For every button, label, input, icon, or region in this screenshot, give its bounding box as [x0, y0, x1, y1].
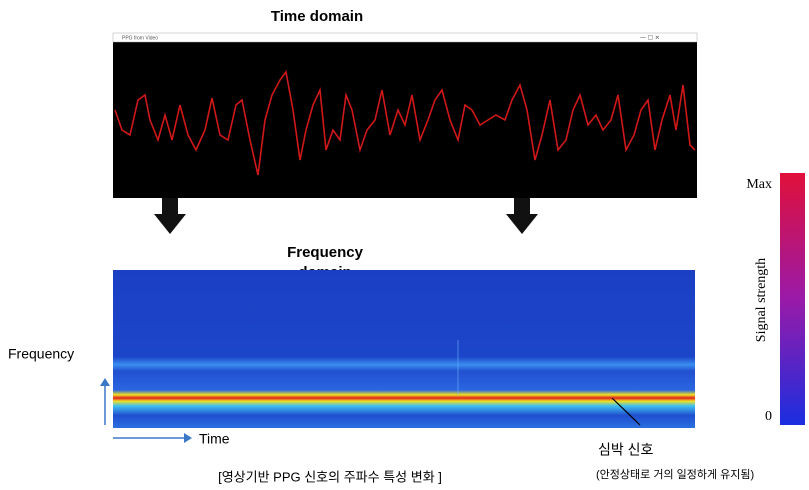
time-title: Time domain	[271, 8, 363, 25]
annotation-note: (안정상태로 거의 일정하게 유지됨)	[596, 467, 754, 481]
colorbar-max: Max	[746, 177, 772, 192]
down-arrow	[154, 198, 186, 234]
window-controls: — ☐ ✕	[640, 35, 660, 42]
window-titlebar	[112, 32, 698, 43]
window-title: PPG from Video	[122, 35, 158, 41]
ppg-waveform	[114, 70, 696, 176]
y-arrow-head	[100, 378, 110, 386]
y-axis-label: Frequency	[8, 346, 74, 362]
colorbar-label: Signal strength	[754, 258, 769, 342]
x-arrow-head	[184, 433, 192, 443]
x-axis-label: Time	[199, 431, 230, 447]
app-window	[113, 33, 697, 198]
colorbar	[780, 173, 805, 425]
spectrogram	[113, 270, 695, 428]
colorbar-min: 0	[765, 409, 772, 424]
down-arrow	[506, 198, 538, 234]
annotation-pointer	[611, 397, 641, 426]
annotation-title: 심박 신호	[598, 442, 654, 458]
caption: [영상기반 PPG 신호의 주파수 특성 변화 ]	[218, 469, 442, 484]
